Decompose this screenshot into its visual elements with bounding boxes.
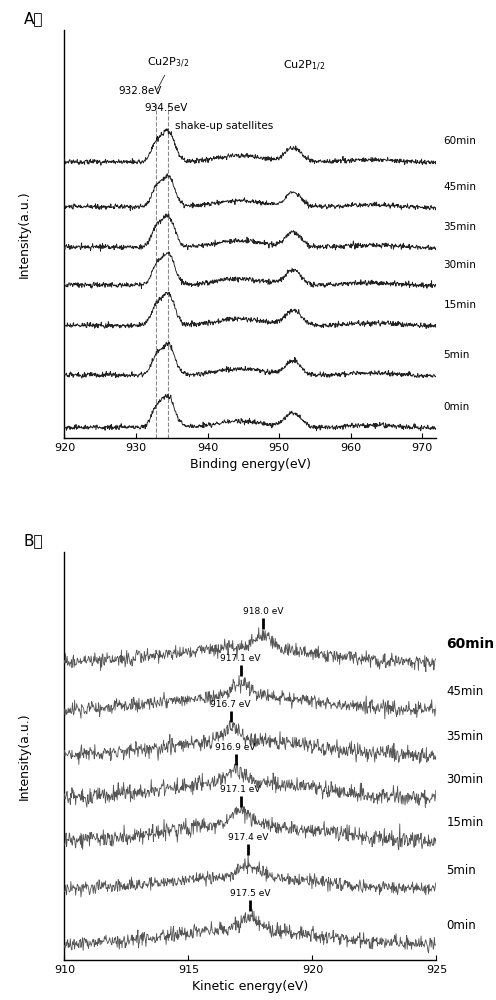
Text: 918.0 eV: 918.0 eV [243, 607, 283, 616]
Y-axis label: Intensity(a.u.): Intensity(a.u.) [18, 190, 31, 278]
Text: 916.9 eV: 916.9 eV [215, 743, 256, 752]
Text: 15min: 15min [446, 816, 484, 829]
Text: 60min: 60min [443, 136, 477, 146]
X-axis label: Binding energy(eV): Binding energy(eV) [190, 458, 311, 471]
Text: 15min: 15min [443, 300, 477, 310]
Text: 35min: 35min [443, 222, 477, 232]
Text: 45min: 45min [443, 182, 477, 192]
Text: 932.8eV: 932.8eV [118, 86, 161, 96]
Text: 35min: 35min [446, 730, 484, 743]
Text: 30min: 30min [443, 260, 477, 270]
Text: B）: B） [24, 533, 43, 548]
Text: Cu2P$_{1/2}$: Cu2P$_{1/2}$ [283, 59, 325, 73]
Text: shake-up satellites: shake-up satellites [176, 121, 274, 131]
Text: 5min: 5min [446, 864, 476, 877]
Text: 917.1 eV: 917.1 eV [220, 654, 261, 663]
Text: 30min: 30min [446, 773, 484, 786]
Text: 916.7 eV: 916.7 eV [210, 700, 251, 709]
X-axis label: Kinetic energy(eV): Kinetic energy(eV) [192, 980, 309, 993]
Text: 917.5 eV: 917.5 eV [230, 889, 271, 898]
Text: 917.4 eV: 917.4 eV [228, 833, 268, 842]
Text: 5min: 5min [443, 350, 470, 360]
Text: 0min: 0min [446, 919, 476, 932]
Text: 917.1 eV: 917.1 eV [220, 785, 261, 794]
Text: 0min: 0min [443, 402, 470, 412]
Text: 45min: 45min [446, 685, 484, 698]
Text: 934.5eV: 934.5eV [144, 103, 188, 113]
Y-axis label: Intensity(a.u.): Intensity(a.u.) [18, 712, 31, 800]
Text: 60min: 60min [446, 637, 495, 651]
Text: A）: A） [24, 11, 43, 26]
Text: Cu2P$_{3/2}$: Cu2P$_{3/2}$ [147, 56, 189, 70]
